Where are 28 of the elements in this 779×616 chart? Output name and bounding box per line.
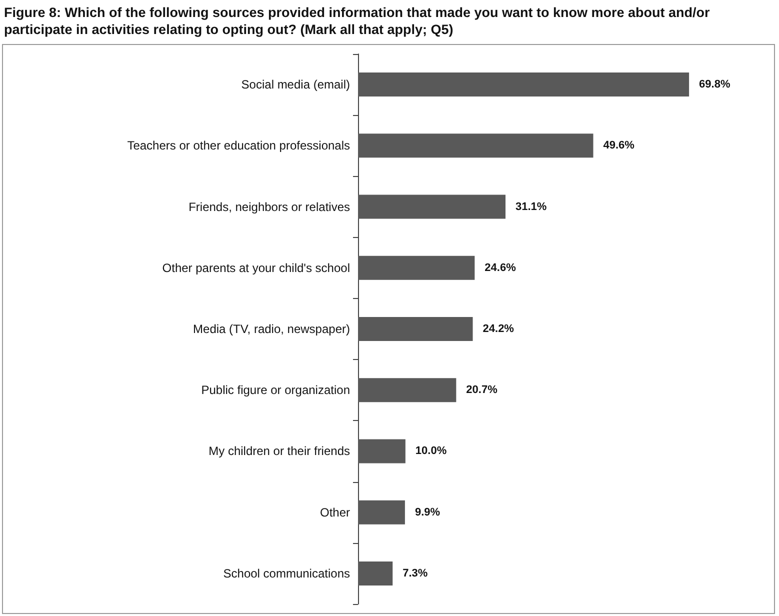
bar — [358, 378, 456, 402]
y-tick-label: Friends, neighbors or relatives — [188, 200, 350, 214]
y-tick-label: Media (TV, radio, newspaper) — [193, 322, 350, 336]
bar — [358, 500, 405, 524]
data-label: 9.9% — [414, 506, 440, 518]
bar — [358, 256, 475, 280]
bar — [358, 72, 690, 97]
bar — [358, 561, 393, 586]
data-label: 31.1% — [516, 200, 547, 213]
data-label: 7.3% — [402, 567, 428, 580]
data-label: 69.8% — [699, 78, 730, 91]
y-tick-label: Other parents at your child's school — [162, 260, 350, 275]
data-label: 20.7% — [466, 384, 498, 396]
y-tick-label: Teachers or other education professionals — [127, 138, 350, 153]
bar — [358, 194, 506, 219]
data-label: 24.2% — [482, 323, 514, 335]
chart-title: Figure 8: Which of the following sources provided information that made you want to know more about and/or participate in activities relating to opting out? (Mark all that apply; Q5) — [4, 4, 711, 38]
data-label: 49.6% — [603, 140, 635, 152]
y-tick-label: My children or their friends — [208, 444, 350, 458]
bar — [358, 439, 406, 464]
data-label: 10.0% — [415, 445, 447, 458]
y-tick-label: Public figure or organization — [201, 383, 350, 398]
bar — [358, 134, 594, 158]
y-tick-label: Social media (email) — [241, 78, 350, 92]
data-label: 24.6% — [484, 262, 516, 274]
y-tick-label: School communications — [223, 566, 350, 580]
bar — [358, 317, 473, 341]
y-tick-label: Other — [320, 505, 350, 520]
